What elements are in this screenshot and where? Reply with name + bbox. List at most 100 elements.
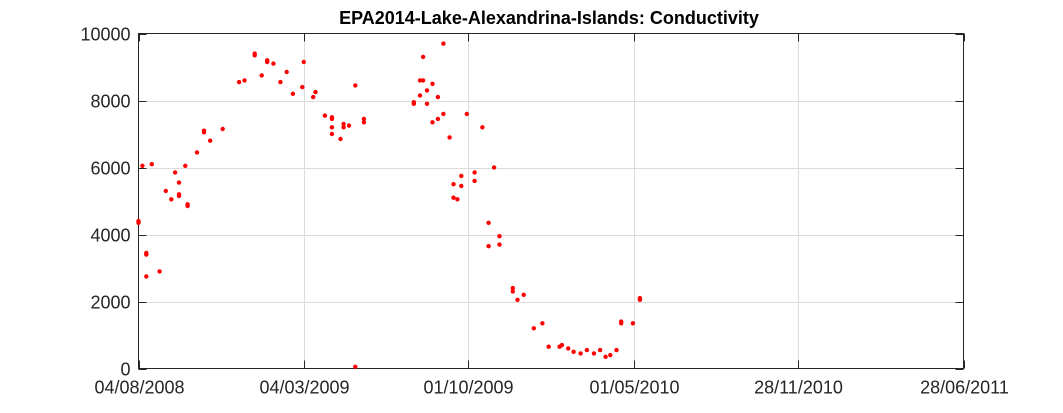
x-tick-label: 28/06/2011 [920, 378, 1009, 398]
data-point [252, 53, 257, 58]
data-point [531, 326, 536, 331]
x-tick-label: 01/10/2009 [423, 378, 513, 398]
data-point [172, 170, 178, 175]
data-point [176, 192, 182, 197]
data-point [169, 197, 174, 202]
data-point [455, 197, 460, 202]
grid [138, 33, 964, 369]
data-point [435, 94, 441, 100]
data-point [497, 242, 502, 247]
data-point [424, 101, 430, 107]
data-point [451, 195, 456, 200]
data-point [486, 244, 491, 249]
data-point [201, 128, 207, 133]
y-tick-label: 2000 [90, 293, 130, 313]
data-point [559, 342, 565, 348]
data-point [435, 116, 441, 122]
data-point [329, 116, 335, 122]
data-point [424, 88, 430, 93]
data-point [301, 59, 306, 65]
y-tick-label: 10000 [80, 25, 130, 45]
data-point [472, 170, 477, 175]
data-point [515, 297, 520, 302]
data-point [546, 344, 551, 349]
data-point [411, 100, 416, 105]
data-points [136, 41, 643, 369]
data-point [566, 346, 571, 351]
data-point [341, 121, 346, 127]
data-point [578, 351, 583, 356]
data-point [459, 183, 464, 189]
data-point [472, 178, 477, 184]
data-point [144, 274, 149, 279]
data-point [417, 93, 423, 98]
x-tick-label: 04/08/2008 [94, 378, 184, 398]
data-point [353, 364, 358, 369]
data-point [259, 73, 264, 78]
data-point [447, 135, 452, 140]
data-point [284, 69, 289, 75]
data-point [591, 351, 597, 356]
data-point [430, 120, 435, 125]
data-point [163, 188, 168, 194]
data-point [157, 269, 162, 274]
x-tick-label: 01/05/2010 [589, 378, 679, 398]
data-point [271, 61, 276, 66]
data-point [185, 203, 190, 209]
data-point [630, 321, 636, 326]
data-point [176, 180, 182, 185]
data-point [597, 347, 603, 353]
data-point [420, 54, 426, 60]
y-tick-label: 0 [120, 360, 130, 380]
data-point [242, 78, 247, 83]
data-point [619, 319, 624, 324]
data-point [208, 138, 213, 143]
data-point [491, 165, 497, 170]
data-point [140, 163, 145, 168]
x-tick-label: 28/11/2010 [754, 378, 843, 398]
data-point [311, 94, 316, 100]
data-point [136, 218, 141, 224]
data-point [329, 131, 335, 137]
data-point [194, 150, 200, 155]
data-point [265, 58, 270, 63]
chart-title: EPA2014-Lake-Alexandrina-Islands: Conduc… [339, 8, 759, 28]
data-point [486, 220, 491, 225]
data-point [571, 349, 576, 354]
y-tick-label: 4000 [90, 226, 130, 246]
data-point [480, 125, 485, 130]
data-point [441, 111, 446, 117]
data-point [346, 123, 352, 128]
data-point [430, 81, 435, 87]
data-point [236, 79, 242, 85]
data-point [417, 78, 423, 83]
data-point [464, 111, 469, 117]
data-point [361, 116, 367, 122]
y-tick-label: 6000 [90, 159, 130, 179]
data-point [540, 321, 545, 326]
data-point [290, 91, 296, 97]
y-tick-labels: 0 2000 4000 6000 8000 10000 [80, 25, 130, 380]
data-point [361, 120, 367, 125]
data-point [584, 347, 590, 353]
data-point [300, 84, 305, 90]
data-point [497, 234, 502, 239]
data-point [603, 354, 608, 359]
data-point [353, 83, 358, 88]
data-point [441, 41, 446, 46]
data-point [510, 289, 515, 294]
data-point [144, 250, 149, 256]
data-point [322, 113, 328, 118]
x-tick-label: 04/03/2009 [259, 378, 349, 398]
data-point [521, 292, 526, 297]
data-point [338, 136, 343, 142]
plot-area [138, 33, 964, 369]
x-tick-labels: 04/08/2008 04/03/2009 01/10/2009 01/05/2010… [94, 378, 1008, 398]
data-point [420, 78, 426, 83]
data-point [614, 347, 619, 353]
data-point [608, 352, 613, 358]
data-point [341, 125, 346, 130]
data-point [313, 89, 318, 95]
